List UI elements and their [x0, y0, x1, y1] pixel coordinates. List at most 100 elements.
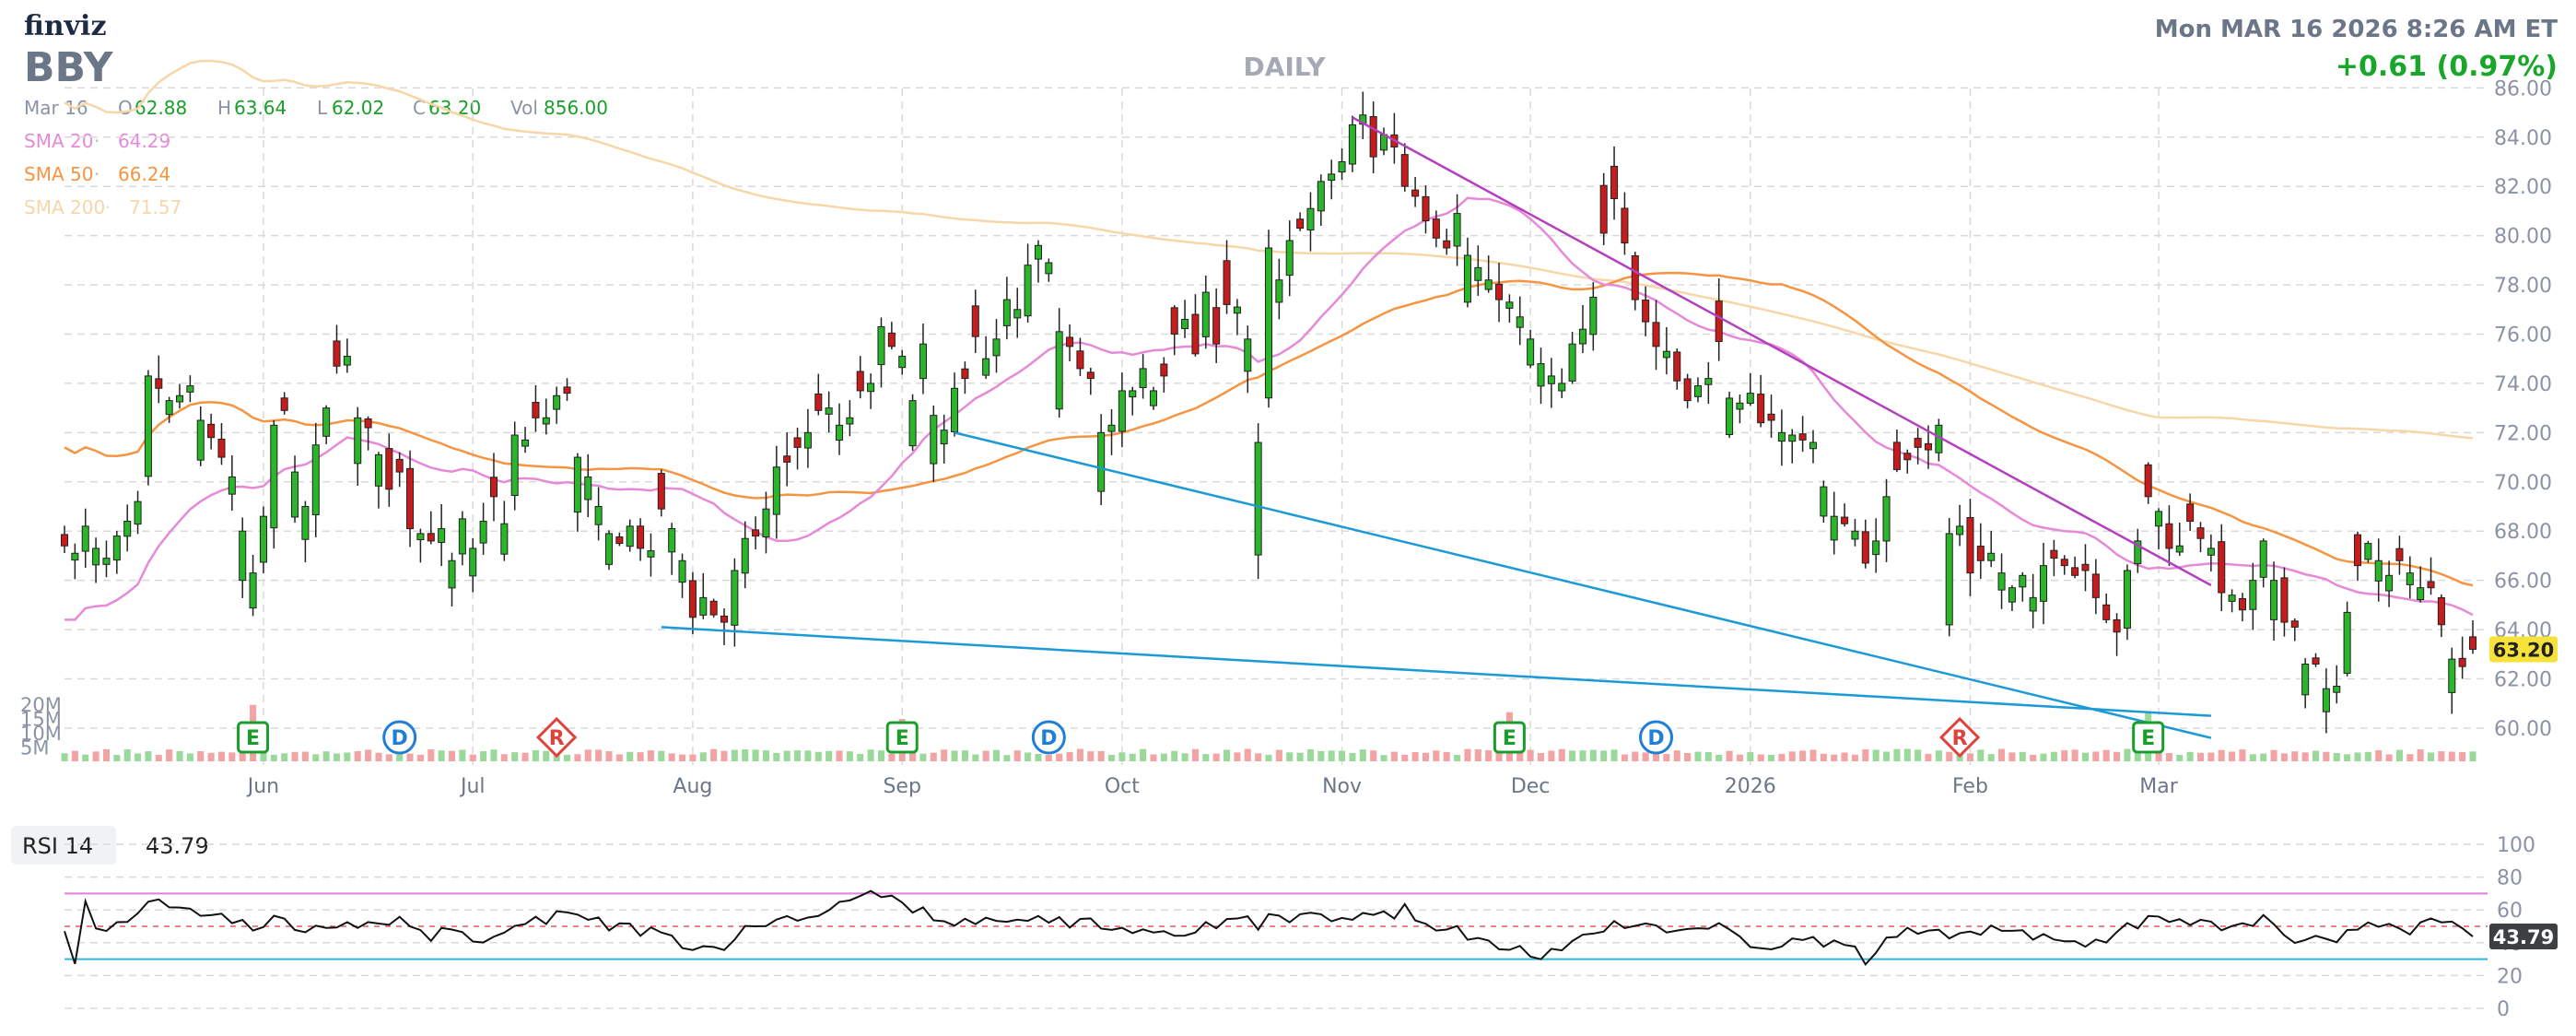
volume-bar — [1411, 751, 1419, 761]
volume-bar — [396, 754, 404, 761]
candle-body — [1107, 424, 1116, 432]
candle-body — [1317, 181, 1325, 212]
dividend-icon[interactable] — [382, 720, 417, 755]
volume-bar — [1946, 751, 1953, 761]
volume-bar — [2124, 748, 2131, 761]
trendline-lower-2[interactable] — [661, 626, 2211, 717]
volume-bar — [2249, 754, 2256, 761]
rsi-label: RSI 14 — [22, 833, 93, 859]
volume-bar — [2019, 751, 2026, 761]
volume-bar — [1704, 752, 1712, 761]
candle-body — [217, 438, 226, 458]
earnings-icon[interactable] — [885, 721, 919, 754]
volume-tick-label: 20M — [20, 694, 62, 716]
rating-icon[interactable] — [1938, 716, 1981, 759]
volume-bar — [2385, 754, 2393, 761]
volume-bar — [1443, 751, 1450, 761]
event-marker-dividend[interactable]: D — [1639, 720, 1674, 755]
earnings-icon[interactable] — [2132, 721, 2165, 754]
candle-body — [1610, 165, 1619, 200]
candle-body — [836, 424, 844, 441]
event-letter: E — [246, 727, 260, 750]
candle-body — [1788, 434, 1797, 442]
candle-body — [1673, 351, 1681, 382]
volume-bar — [689, 754, 697, 761]
volume-bar — [825, 750, 833, 761]
volume-bar — [1076, 748, 1083, 761]
volume-bar — [207, 752, 215, 761]
candle-body — [1558, 383, 1566, 392]
rsi-label-box[interactable] — [11, 826, 116, 865]
rsi-tick-label: 20 — [2497, 965, 2523, 988]
dividend-icon[interactable] — [1031, 720, 1066, 755]
rsi-value: 43.79 — [146, 833, 209, 859]
trendline-upper[interactable] — [1352, 116, 2212, 587]
volume-bar — [1558, 748, 1565, 761]
event-marker-dividend[interactable]: D — [382, 720, 417, 755]
price-tick-label: 66.00 — [2494, 571, 2552, 594]
event-marker-earnings[interactable]: E — [237, 721, 270, 754]
trendline-lower-1[interactable] — [954, 431, 2212, 739]
candle-body — [469, 547, 477, 577]
volume-bar — [312, 754, 320, 761]
rating-icon[interactable] — [536, 716, 578, 759]
volume-bar — [1035, 753, 1042, 761]
volume-bar — [1317, 750, 1325, 761]
volume-bar — [574, 754, 581, 761]
candle-body — [406, 467, 415, 530]
volume-bar — [480, 751, 487, 761]
volume-bar — [595, 749, 603, 761]
candle-body — [1841, 516, 1849, 524]
rsi-badge-label: 43.79 — [2493, 926, 2554, 948]
candle-body — [239, 530, 247, 582]
event-letter: D — [1040, 727, 1057, 750]
dividend-icon[interactable] — [1639, 720, 1674, 755]
volume-bar — [1673, 750, 1680, 761]
event-marker-rating[interactable]: R — [536, 716, 578, 759]
volume-bar — [919, 753, 927, 761]
event-letter: E — [896, 727, 909, 750]
volume-bar — [1160, 753, 1167, 761]
candle-body — [1201, 291, 1210, 337]
ohlc-vol-value: 856.00 — [544, 97, 608, 119]
trendlines[interactable] — [661, 116, 2212, 739]
event-marker-earnings[interactable]: E — [2132, 721, 2165, 754]
volume-bar — [2417, 748, 2424, 761]
candle-body — [1223, 260, 1231, 305]
ohlc-h-label: H — [217, 97, 231, 119]
event-marker-rating[interactable]: R — [1938, 716, 1981, 759]
candle-body — [2050, 549, 2058, 559]
volume-bar — [82, 754, 89, 761]
date-tick-label: Mar — [2139, 775, 2178, 798]
event-marker-earnings[interactable]: E — [1493, 721, 1526, 754]
event-marker-dividend[interactable]: D — [1031, 720, 1066, 755]
candle-body — [1306, 207, 1315, 230]
volume-bar — [2050, 751, 2057, 761]
candle-body — [385, 448, 393, 490]
earnings-icon[interactable] — [237, 721, 270, 754]
volume-bar — [2239, 749, 2246, 761]
price-tick-label: 60.00 — [2494, 718, 2552, 741]
volume-bar — [113, 755, 121, 761]
volume-bar — [1831, 754, 1838, 761]
volume-bar — [521, 752, 529, 761]
candle-body — [752, 529, 760, 537]
candle-body — [2312, 657, 2320, 665]
volume-bar — [344, 752, 351, 761]
earnings-icon[interactable] — [1493, 721, 1526, 754]
volume-bar — [2229, 751, 2236, 761]
volume-bar — [1977, 749, 1985, 761]
volume-bar — [846, 751, 853, 761]
candle-body — [2437, 597, 2445, 626]
volume-bar — [1025, 752, 1032, 761]
volume-bar — [186, 753, 193, 761]
candle-body — [1495, 283, 1504, 300]
brand-logo[interactable]: finviz — [24, 10, 107, 42]
volume-bar — [2176, 754, 2184, 761]
candle-body — [1264, 247, 1273, 399]
candle-body — [1987, 552, 1996, 561]
event-marker-earnings[interactable]: E — [885, 721, 919, 754]
volume-bar — [2438, 751, 2445, 761]
volume-bar — [836, 750, 843, 761]
